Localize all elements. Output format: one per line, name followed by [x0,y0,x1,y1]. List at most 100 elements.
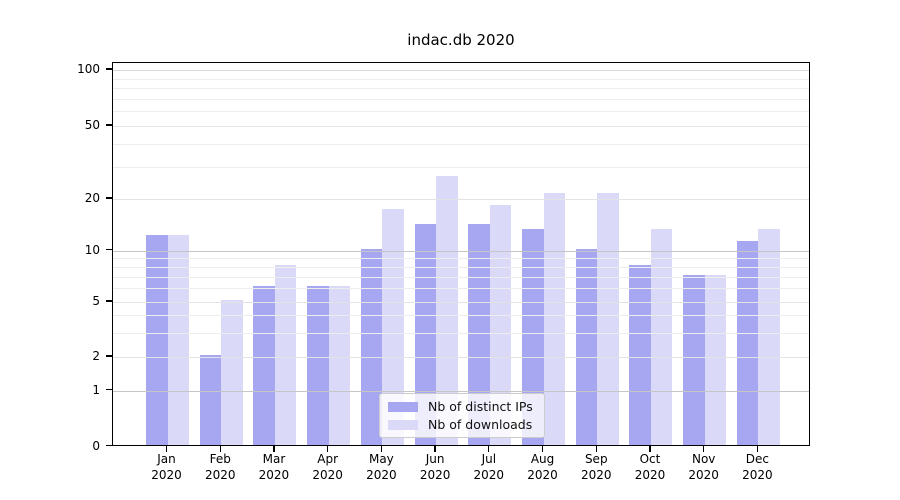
legend-item-downloads: Nb of downloads [388,417,533,432]
x-tick-label-aug: Aug 2020 [511,452,575,483]
x-tick-month-jun: Jun [425,452,445,466]
x-tick-mark-feb [219,446,221,452]
bar-distinct-ips-feb [199,355,222,445]
chart-title: indac.db 2020 [407,31,515,49]
gridline-y5 [113,302,809,303]
legend-label-downloads: Nb of downloads [428,417,533,432]
x-tick-month-nov: Nov [691,452,716,466]
y-tick-mark-20 [105,197,112,199]
y-tick-mark-50 [105,124,112,126]
x-tick-mark-jun [434,446,436,452]
bar-downloads-mar [274,265,297,445]
bar-distinct-ips-mar [253,286,275,445]
x-tick-year-jul: 2020 [473,467,505,482]
x-tick-year-apr: 2020 [312,467,343,482]
x-tick-label-mar: Mar 2020 [242,452,306,483]
bar-distinct-ips-sep [575,248,598,445]
gridline-y8 [113,267,809,269]
x-tick-month-dec: Dec [745,452,770,466]
x-tick-label-may: May 2020 [349,452,413,483]
y-tick-label-10: 10 [84,242,100,257]
x-tick-mark-nov [703,446,705,452]
y-tick-mark-1 [105,388,112,391]
x-tick-label-dec: Dec 2020 [725,452,789,483]
bar-downloads-jul [489,204,512,445]
legend-swatch-downloads [388,419,418,430]
x-tick-year-dec: 2020 [742,467,773,482]
gridline-y20 [113,199,809,200]
x-tick-month-oct: Oct [639,452,661,466]
y-tick-mark-5 [105,300,112,302]
x-tick-mark-dec [756,446,759,452]
y-tick-label-50: 50 [84,118,100,132]
x-tick-mark-jul [488,446,490,452]
bar-distinct-ips-dec [736,241,759,445]
x-tick-month-mar: Mar [262,452,286,466]
bar-downloads-aug [543,193,566,445]
x-tick-month-sep: Sep [584,452,608,466]
gridline-y80 [113,88,809,90]
gridline-y10 [113,250,809,252]
legend-label-distinct-ips: Nb of distinct IPs [428,399,533,414]
x-tick-year-aug: 2020 [527,467,558,482]
grid-layer [113,63,809,445]
plot-area [112,62,810,446]
x-tick-year-sep: 2020 [580,467,612,482]
x-tick-year-may: 2020 [366,467,397,482]
x-tick-month-aug: Aug [530,452,555,466]
x-tick-label-jun: Jun 2020 [403,452,467,483]
x-tick-month-apr: Apr [317,452,339,466]
legend-swatch-distinct-ips [388,401,418,412]
x-tick-year-nov: 2020 [688,467,719,482]
x-tick-label-jan: Jan 2020 [135,452,199,483]
y-tick-mark-100 [105,68,112,70]
y-tick-label-1: 1 [92,382,100,397]
bar-distinct-ips-nov [683,275,705,445]
bar-downloads-feb [221,300,243,445]
legend: Nb of distinct IPs Nb of downloads [379,393,545,438]
legend-item-distinct-ips: Nb of distinct IPs [388,399,533,414]
gridline-y7 [113,277,809,278]
bar-distinct-ips-apr [307,286,329,445]
x-tick-year-jun: 2020 [419,467,451,482]
x-tick-mark-jan [165,446,168,452]
gridline-y6 [113,288,809,290]
gridline-y40 [113,143,809,145]
y-tick-label-2: 2 [92,349,100,363]
y-tick-mark-2 [105,355,112,357]
y-tick-label-5: 5 [92,294,100,308]
x-tick-mark-oct [649,446,651,452]
bar-distinct-ips-oct [629,265,651,445]
x-tick-mark-may [380,446,383,452]
gridline-y1 [113,390,809,392]
gridline-y60 [113,111,809,113]
bar-downloads-nov [704,275,727,445]
x-tick-year-feb: 2020 [204,467,236,482]
gridline-y50 [113,126,809,127]
gridline-y3 [113,332,809,334]
x-tick-mark-apr [327,446,329,452]
bar-distinct-ips-jul [468,223,490,445]
gridline-y70 [113,98,809,100]
bar-downloads-jan [167,234,189,445]
y-tick-mark-0 [105,444,112,447]
x-tick-year-mar: 2020 [258,467,290,482]
x-tick-year-jan: 2020 [151,467,182,482]
x-tick-month-may: May [368,452,394,466]
bar-distinct-ips-jan [146,234,168,445]
x-tick-label-sep: Sep 2020 [564,452,628,483]
x-tick-label-feb: Feb 2020 [188,452,252,483]
gridline-y90 [113,78,809,80]
x-tick-month-jan: Jan [157,452,176,466]
bar-downloads-jun [436,176,458,445]
y-tick-label-100: 100 [77,62,100,76]
x-tick-label-apr: Apr 2020 [296,452,360,483]
x-tick-label-jul: Jul 2020 [457,452,521,483]
gridline-y100 [113,70,809,71]
bar-distinct-ips-may [360,248,383,445]
x-tick-mark-mar [273,446,275,452]
x-tick-mark-aug [541,446,544,452]
x-tick-month-jul: Jul [481,452,497,466]
x-tick-month-feb: Feb [209,452,231,466]
